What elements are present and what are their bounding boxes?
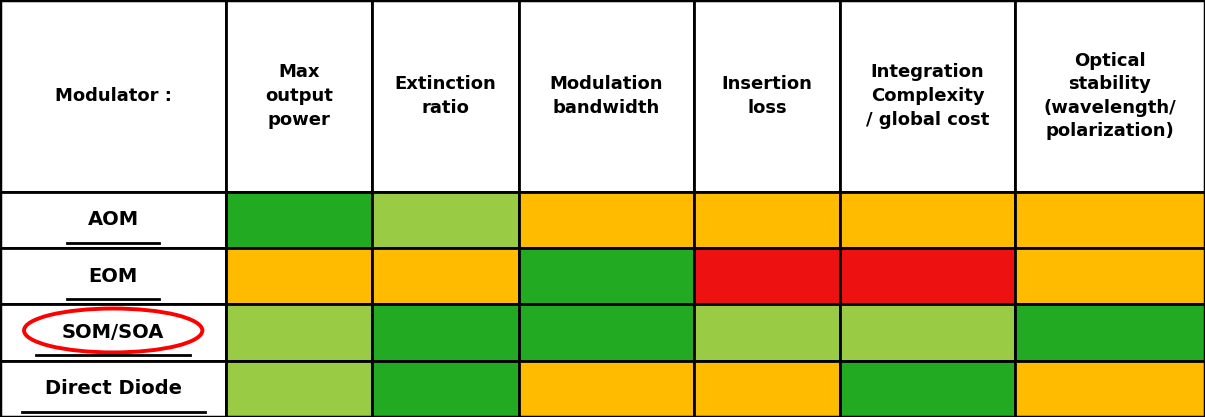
Bar — [694, 248, 840, 304]
Bar — [372, 304, 518, 361]
Bar — [0, 248, 227, 304]
Bar — [1015, 361, 1205, 417]
Bar — [518, 0, 694, 192]
Bar — [1015, 192, 1205, 248]
Bar — [0, 192, 227, 248]
Text: AOM: AOM — [88, 211, 139, 229]
Bar — [372, 192, 518, 248]
Text: Extinction
ratio: Extinction ratio — [394, 75, 496, 117]
Text: Max
output
power: Max output power — [265, 63, 334, 128]
Text: EOM: EOM — [89, 267, 137, 286]
Bar — [694, 0, 840, 192]
Bar — [840, 248, 1015, 304]
Bar — [0, 304, 227, 361]
Bar — [840, 361, 1015, 417]
Bar — [840, 192, 1015, 248]
Bar — [372, 248, 518, 304]
Text: Insertion
loss: Insertion loss — [722, 75, 812, 117]
Bar — [227, 361, 372, 417]
Text: Direct Diode: Direct Diode — [45, 379, 182, 398]
Text: SOM/SOA: SOM/SOA — [61, 323, 164, 342]
Bar — [227, 192, 372, 248]
Bar — [840, 304, 1015, 361]
Bar — [840, 0, 1015, 192]
Bar — [694, 304, 840, 361]
Bar — [0, 361, 227, 417]
Bar — [518, 304, 694, 361]
Text: Integration
Complexity
/ global cost: Integration Complexity / global cost — [866, 63, 989, 128]
Text: Modulation
bandwidth: Modulation bandwidth — [549, 75, 663, 117]
Bar — [518, 361, 694, 417]
Text: Modulator :: Modulator : — [54, 87, 171, 105]
Bar — [694, 192, 840, 248]
Text: Optical
stability
(wavelength/
polarization): Optical stability (wavelength/ polarizat… — [1044, 52, 1176, 140]
Bar — [372, 361, 518, 417]
Bar — [518, 192, 694, 248]
Bar — [227, 0, 372, 192]
Bar — [227, 304, 372, 361]
Bar — [227, 248, 372, 304]
Bar — [694, 361, 840, 417]
Bar — [518, 248, 694, 304]
Bar — [0, 0, 227, 192]
Bar — [1015, 304, 1205, 361]
Bar — [372, 0, 518, 192]
Bar — [1015, 0, 1205, 192]
Bar — [1015, 248, 1205, 304]
